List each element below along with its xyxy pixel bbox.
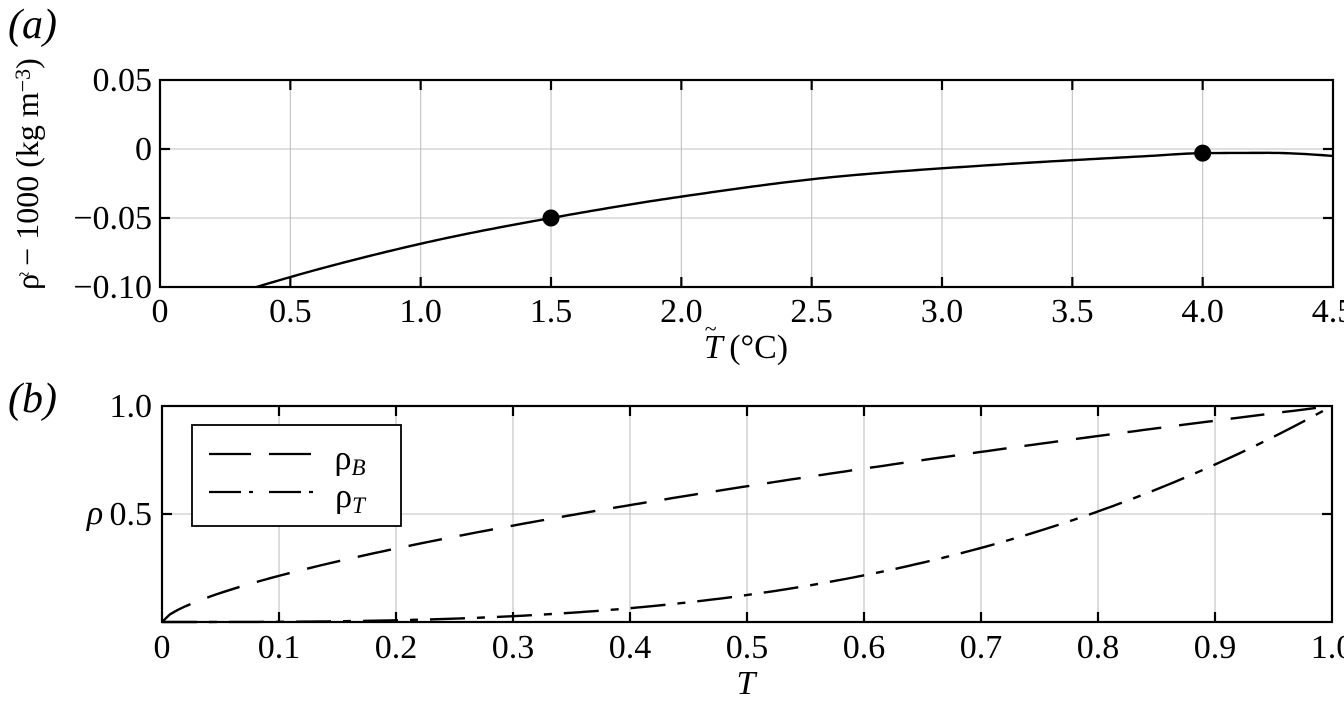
svg-text:1.5: 1.5 [530,293,573,330]
svg-text:0.5: 0.5 [110,496,153,533]
svg-text:(b): (b) [8,376,57,422]
svg-text:0.8: 0.8 [1077,629,1120,666]
svg-text:−0.05: −0.05 [73,200,152,237]
svg-text:−0.10: −0.10 [73,269,152,306]
svg-text:2.0: 2.0 [660,293,703,330]
svg-text:0.4: 0.4 [609,629,652,666]
svg-text:0.6: 0.6 [843,629,886,666]
svg-text:1.0: 1.0 [1311,629,1344,666]
svg-text:0: 0 [152,293,169,330]
svg-text:1.0: 1.0 [110,388,153,425]
svg-text:0.2: 0.2 [375,629,418,666]
svg-text:0.5: 0.5 [726,629,769,666]
svg-text:0: 0 [135,131,152,168]
svg-text:4.5: 4.5 [1312,293,1344,330]
svg-text:0: 0 [154,629,171,666]
svg-text:4.0: 4.0 [1181,293,1224,330]
svg-text:3.0: 3.0 [921,293,964,330]
svg-text:ρ: ρ [86,495,103,532]
svg-text:0.7: 0.7 [960,629,1003,666]
svg-text:ρ − 1000 (kg m−3): ρ − 1000 (kg m−3) [9,58,45,290]
svg-text:3.5: 3.5 [1051,293,1094,330]
svg-text:0.5: 0.5 [269,293,312,330]
svg-text:2.5: 2.5 [790,293,833,330]
svg-text:0.1: 0.1 [258,629,301,666]
svg-text:T: T [737,665,758,702]
svg-text:(a): (a) [8,2,57,48]
svg-text:1.0: 1.0 [399,293,442,330]
svg-text:0.3: 0.3 [492,629,535,666]
svg-text:0.05: 0.05 [93,62,153,99]
svg-text:0.9: 0.9 [1194,629,1237,666]
svg-text:~: ~ [19,264,30,286]
